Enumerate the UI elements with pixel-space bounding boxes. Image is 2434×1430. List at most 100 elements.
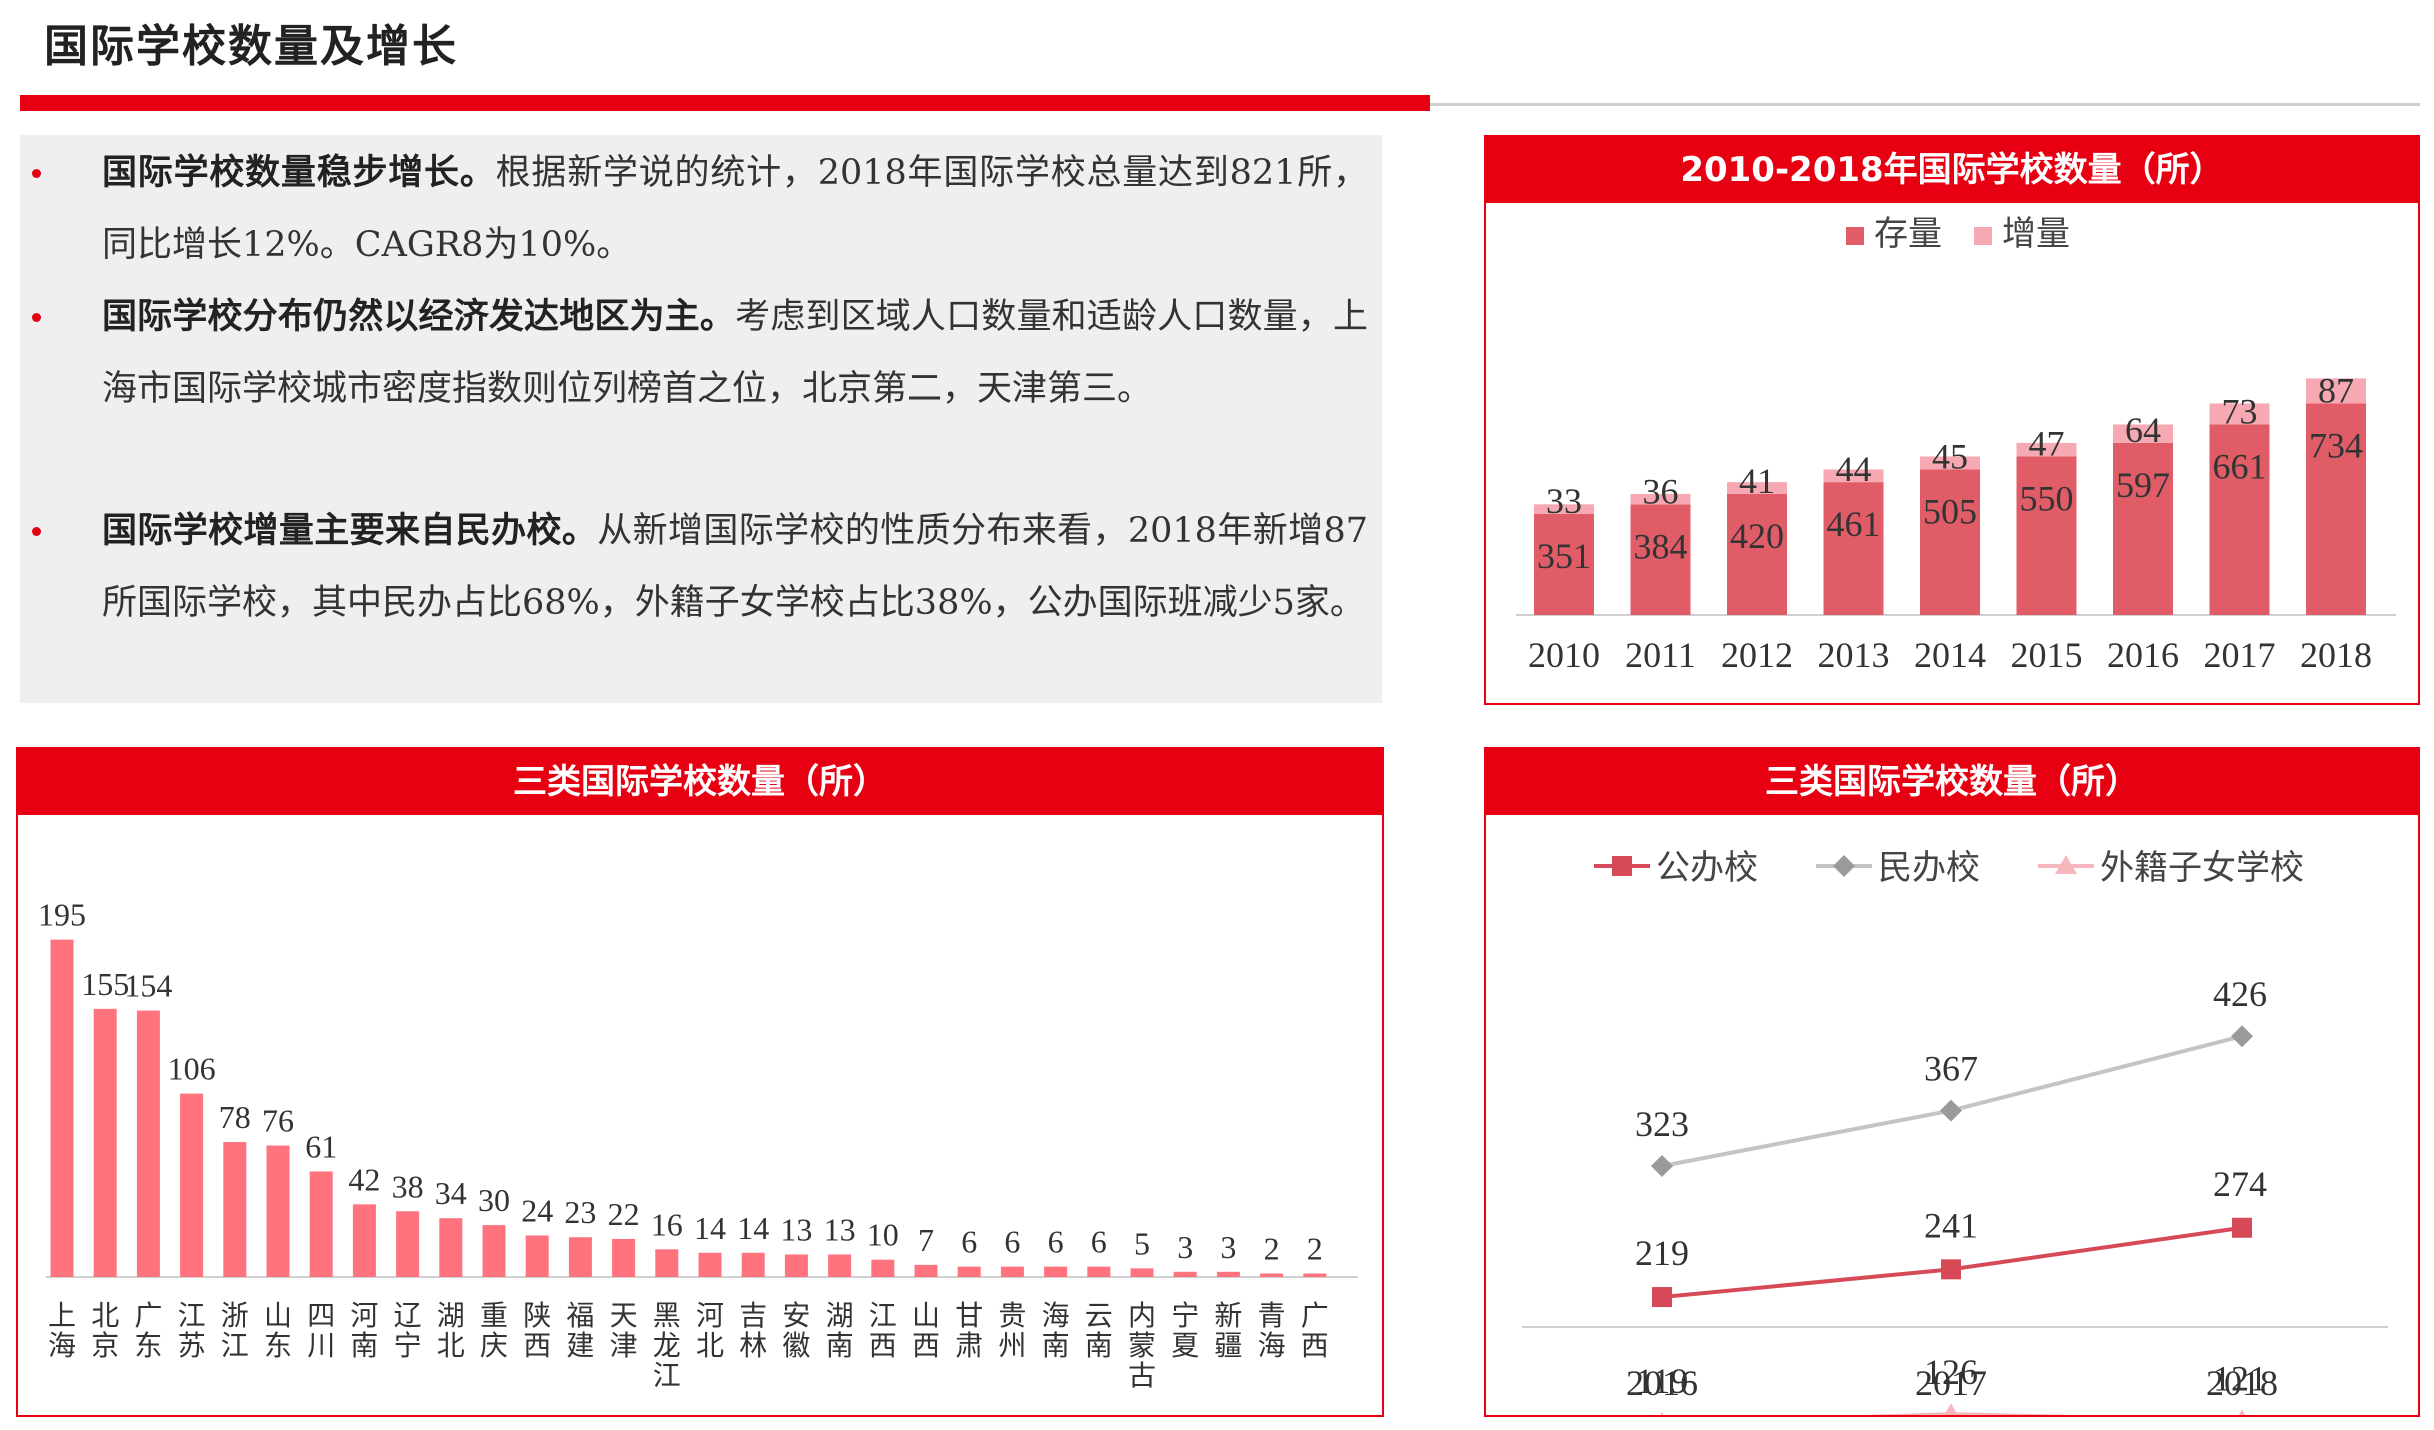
data-label: 6 (1091, 1224, 1107, 1260)
x-tick-label: 广西 (1301, 1300, 1329, 1362)
x-tick-label: 2010 (1528, 635, 1600, 675)
data-point-foreign (2238, 1409, 2246, 1415)
data-label: 13 (780, 1212, 812, 1248)
bullet-dot (32, 313, 41, 322)
x-tick-label: 浙江 (221, 1300, 249, 1362)
bar-province (1130, 1268, 1154, 1277)
data-label: 38 (392, 1168, 424, 1204)
bar-province (871, 1259, 895, 1277)
x-tick-label: 2018 (2300, 635, 2372, 675)
bar-province (698, 1252, 722, 1277)
data-label: 241 (1924, 1205, 1978, 1245)
x-tick-label: 安徽 (782, 1300, 810, 1362)
bar-province (93, 1008, 117, 1277)
data-label: 42 (348, 1161, 380, 1197)
legend-marker-foreign (2055, 855, 2077, 874)
stacked-chart-title: 2010-2018年国际学校数量（所） (1486, 137, 2418, 203)
bar-province (525, 1235, 549, 1277)
bar-province (655, 1249, 679, 1277)
data-label-increment: 87 (2318, 370, 2354, 410)
data-label-stock: 597 (2116, 465, 2170, 505)
data-point-public (2232, 1217, 2252, 1238)
legend-label: 增量 (2002, 214, 2070, 254)
x-tick-label: 天津 (610, 1301, 638, 1362)
x-tick-label: 海南 (1042, 1300, 1070, 1362)
data-label-stock: 550 (2020, 478, 2074, 518)
data-label: 219 (1635, 1233, 1689, 1273)
data-point-public (1652, 1287, 1672, 1308)
data-label-stock: 461 (1827, 504, 1881, 544)
x-tick-label: 湖南 (826, 1301, 854, 1362)
bar-province (741, 1252, 765, 1277)
bar-province (1303, 1273, 1327, 1277)
bar-stock (2016, 456, 2077, 615)
line-chart: 公办校 民办校 外籍子女学校 2016 2017 2018 219 241 274 323 367 4… (1522, 848, 2388, 1415)
data-label: 6 (1004, 1224, 1020, 1260)
bullet-1: 国际学校数量稳步增长。根据新学说的统计，2018年国际学校总量达到821所，同比… (20, 137, 1382, 281)
bar-province (223, 1142, 247, 1277)
x-tick-label: 河北 (696, 1301, 724, 1362)
x-tick-label: 甘肃 (955, 1300, 983, 1362)
x-tick-label: 重庆 (480, 1300, 508, 1362)
data-label: 154 (124, 968, 172, 1004)
x-tick-label: 山东 (264, 1300, 292, 1362)
line-chart-title: 三类国际学校数量（所） (1486, 749, 2418, 815)
x-tick-label: 吉林 (739, 1301, 767, 1362)
data-label-increment: 64 (2125, 410, 2161, 450)
bullet-text: 从新增国际学校的性质分布来看，2018年新增87所国际学校，其中民办占比68%，… (102, 511, 1368, 623)
x-tick-label: 2012 (1721, 635, 1793, 675)
bar-province (1216, 1271, 1240, 1277)
bar-province (1173, 1271, 1197, 1277)
data-label: 6 (961, 1224, 977, 1260)
data-label-increment: 36 (1643, 471, 1679, 511)
bar-province (957, 1266, 981, 1277)
bar-stock (1727, 493, 1787, 615)
bar-province (568, 1237, 592, 1277)
data-label: 30 (478, 1182, 510, 1218)
bar-increment (1534, 504, 1594, 514)
x-tick-label: 黑龙江 (653, 1301, 681, 1392)
bar-province (352, 1204, 376, 1277)
x-tick-label: 2016 (2107, 635, 2179, 675)
bar-stock (2113, 442, 2173, 615)
bullet-2: 国际学校分布仍然以经济发达地区为主。考虑到区域人口数量和适龄人口数量，上海市国际… (20, 281, 1382, 425)
data-label: 23 (564, 1194, 596, 1230)
bar-province (784, 1254, 808, 1277)
data-label-stock: 420 (1730, 516, 1784, 556)
bullet-text: 考虑到区域人口数量和适龄人口数量，上海市国际学校城市密度指数则位列榜首之位，北京… (102, 297, 1368, 409)
bar-increment (1630, 493, 1691, 505)
bullet-lead: 国际学校分布仍然以经济发达地区为主。 (102, 296, 736, 337)
data-point-foreign (1944, 1403, 1958, 1415)
data-label-stock: 505 (1923, 491, 1977, 531)
bar-increment (2016, 442, 2077, 457)
bar-stock (2306, 403, 2366, 615)
x-tick-label: 江苏 (178, 1300, 206, 1362)
data-label: 7 (918, 1222, 934, 1258)
summary-panel: 国际学校数量稳步增长。根据新学说的统计，2018年国际学校总量达到821所，同比… (20, 135, 1382, 703)
legend-marker-public (1612, 856, 1632, 876)
data-point-private (2231, 1025, 2253, 1048)
bar-province (1260, 1273, 1284, 1277)
bar-province (396, 1211, 420, 1277)
data-label: 426 (2213, 974, 2267, 1014)
data-label: 3 (1220, 1229, 1236, 1265)
data-label: 34 (435, 1175, 467, 1211)
x-tick-label: 2015 (2011, 635, 2083, 675)
stacked-chart: 存量 增量 351 33 2010 384 36 2011 420 41 2012 461 44 2013… (1516, 214, 2396, 675)
data-label: 24 (521, 1192, 553, 1228)
bar-province (1087, 1266, 1111, 1277)
x-tick-label: 云南 (1085, 1301, 1113, 1362)
data-label-increment: 45 (1932, 436, 1968, 476)
legend-swatch-increment (1974, 227, 1992, 245)
bar-province (266, 1145, 290, 1277)
bullet-dot (32, 169, 41, 178)
data-point-foreign (1660, 1412, 1664, 1415)
bar-province (50, 939, 74, 1277)
data-label: 106 (168, 1051, 216, 1087)
data-label: 3 (1177, 1229, 1193, 1265)
x-tick-label: 2011 (1625, 635, 1696, 675)
legend-marker-private (1833, 855, 1855, 877)
bar-province (612, 1238, 636, 1277)
data-label: 126 (1924, 1352, 1978, 1392)
line-chart-panel: 三类国际学校数量（所） 公办校 民办校 外籍子女学校 2016 2017 2018 219 2… (1484, 747, 2420, 1417)
